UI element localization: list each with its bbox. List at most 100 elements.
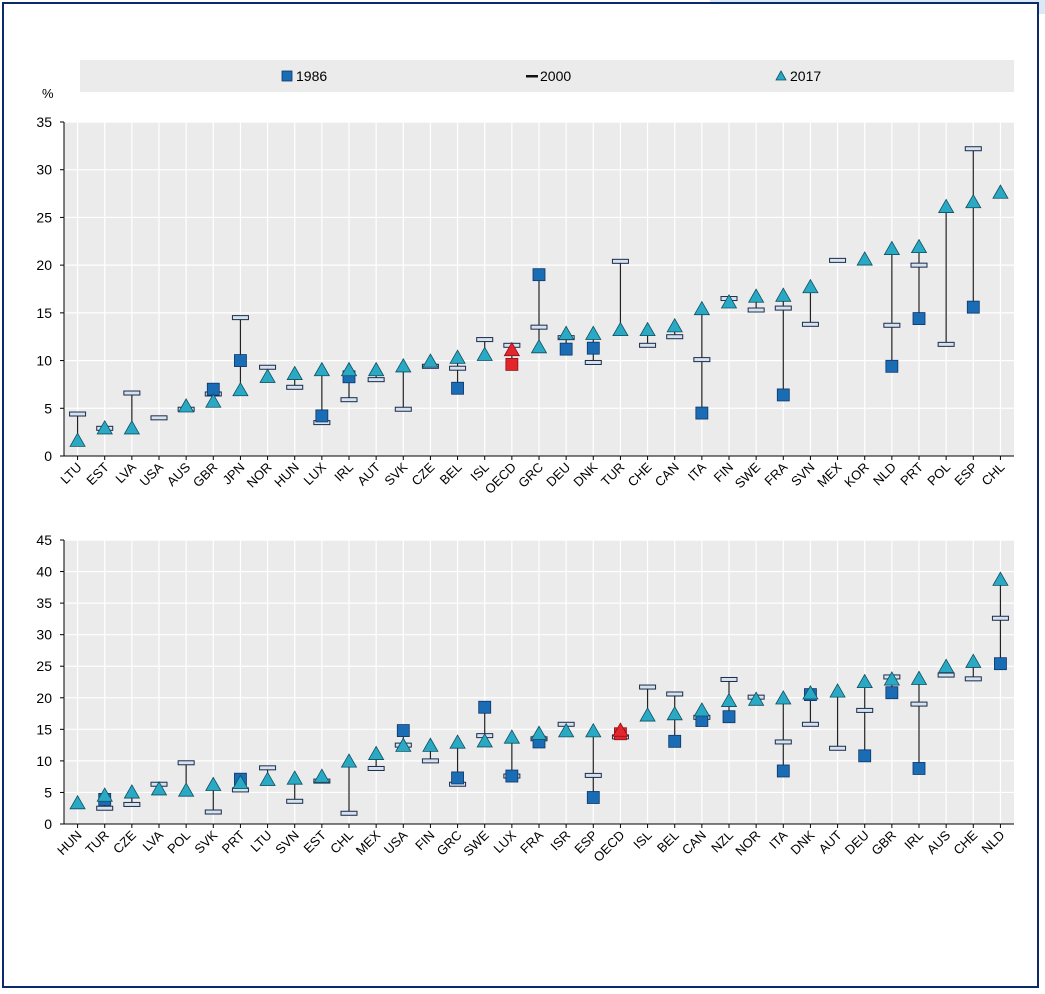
top-xtick-label: FRA (761, 459, 790, 488)
top-xtick-label: BEL (437, 460, 465, 488)
bottom-point-2017 (557, 722, 575, 738)
bottom-xtick-label: ISL (630, 828, 654, 852)
top-xtick-label: DEU (543, 460, 573, 490)
top-point-2017 (395, 357, 412, 373)
top-point-2000 (964, 146, 982, 152)
bottom-xtick-label: USA (381, 827, 411, 857)
bottom-xtick-label: TUR (82, 828, 111, 857)
top-point-2017 (449, 349, 466, 364)
bottom-point-2017 (639, 707, 656, 722)
bottom-xtick-label: CZE (110, 827, 139, 856)
top-point-2000 (801, 321, 819, 327)
top-xtick-label: HUN (271, 460, 302, 491)
bottom-point-1986 (722, 710, 736, 724)
top-point-2017 (910, 238, 928, 254)
top-point-2017 (340, 361, 358, 377)
top-ytick-label: 5 (44, 400, 52, 416)
legend: 1986 2000 2017 (80, 60, 1014, 92)
top-point-2000 (829, 257, 847, 263)
top-ytick-label: 20 (36, 257, 52, 273)
bottom-point-2000 (666, 691, 684, 697)
top-point-2017 (503, 341, 521, 357)
bottom-xtick-label: POL (164, 828, 193, 857)
top-xtick-label: OECD (482, 460, 519, 497)
top-point-2017 (666, 317, 683, 333)
top-point-2017 (286, 365, 303, 380)
legend-marker-2017 (775, 70, 787, 81)
top-point-2000 (476, 337, 494, 343)
bottom-point-2017 (530, 725, 548, 740)
top-point-2000 (639, 342, 657, 348)
top-xtick-label: MEX (814, 459, 845, 490)
top-xtick-label: GBR (190, 460, 221, 491)
bottom-point-2000 (639, 684, 657, 690)
bottom-ytick-label: 20 (36, 690, 52, 706)
top-point-2017 (530, 338, 548, 354)
bottom-point-2000 (421, 758, 439, 764)
top-point-2017 (313, 361, 331, 377)
bottom-point-2000 (991, 615, 1009, 621)
bottom-point-2017 (965, 653, 982, 668)
bottom-xtick-label: DNK (788, 827, 818, 857)
bottom-ytick-label: 5 (44, 784, 52, 800)
legend-marker-2000 (526, 75, 538, 78)
bottom-xtick-label: HUN (54, 828, 85, 859)
top-point-2017 (557, 325, 575, 340)
top-point-2017 (693, 300, 711, 316)
bottom-point-1986 (505, 769, 519, 783)
top-point-2017 (639, 321, 656, 337)
top-xtick-label: TUR (598, 460, 627, 489)
top-xtick-label: PRT (897, 459, 926, 488)
bottom-point-2017 (992, 571, 1009, 586)
top-point-2000 (584, 359, 602, 365)
bottom-point-2000 (584, 772, 602, 778)
top-xtick-label: AUS (164, 459, 194, 489)
bottom-point-2000 (937, 672, 955, 678)
bottom-point-2000 (801, 721, 819, 727)
top-point-2000 (340, 397, 358, 403)
top-xtick-label: SVN (788, 460, 818, 490)
top-point-2000 (747, 307, 765, 313)
top-point-2000 (286, 384, 304, 390)
bottom-xtick-label: CAN (679, 828, 709, 858)
top-xtick-label: NLD (870, 460, 899, 489)
bottom-point-2017 (123, 784, 141, 799)
bottom-ytick-label: 25 (36, 658, 52, 674)
top-ytick-label: 0 (44, 448, 52, 464)
bottom-point-2000 (910, 701, 928, 707)
bottom-point-2017 (775, 690, 792, 705)
top-point-2017 (422, 353, 439, 368)
bottom-xtick-label: SWE (460, 827, 492, 859)
top-point-1986 (559, 342, 573, 356)
bottom-xtick-label: GBR (868, 828, 899, 859)
top-point-2000 (530, 324, 548, 330)
bottom-point-1986 (776, 764, 790, 778)
top-point-2017 (856, 251, 873, 266)
top-point-1986 (315, 409, 329, 423)
top-ytick-label: 10 (36, 353, 52, 369)
bottom-xtick-label: LVA (139, 827, 166, 854)
bottom-point-2017 (856, 673, 873, 689)
top-point-2017 (775, 287, 792, 302)
bottom-xtick-label: BEL (654, 828, 682, 856)
top-xtick-label: ITA (685, 459, 709, 483)
bottom-point-2017 (313, 768, 331, 783)
top-point-2000 (693, 357, 711, 363)
top-point-1986 (966, 300, 980, 314)
bottom-point-2000 (964, 676, 982, 682)
bottom-point-2017 (422, 737, 439, 752)
bottom-xtick-label: OECD (590, 828, 627, 865)
top-xtick-label: CHE (625, 459, 655, 489)
bottom-point-2017 (693, 702, 711, 717)
bottom-point-2017 (666, 705, 683, 721)
bottom-point-2017 (205, 776, 222, 791)
top-point-2000 (449, 365, 467, 371)
bottom-point-2000 (340, 810, 358, 816)
legend-box (80, 60, 1014, 92)
top-xtick-label: AUT (354, 459, 383, 488)
top-point-2000 (231, 315, 249, 321)
bottom-point-2000 (259, 765, 277, 771)
